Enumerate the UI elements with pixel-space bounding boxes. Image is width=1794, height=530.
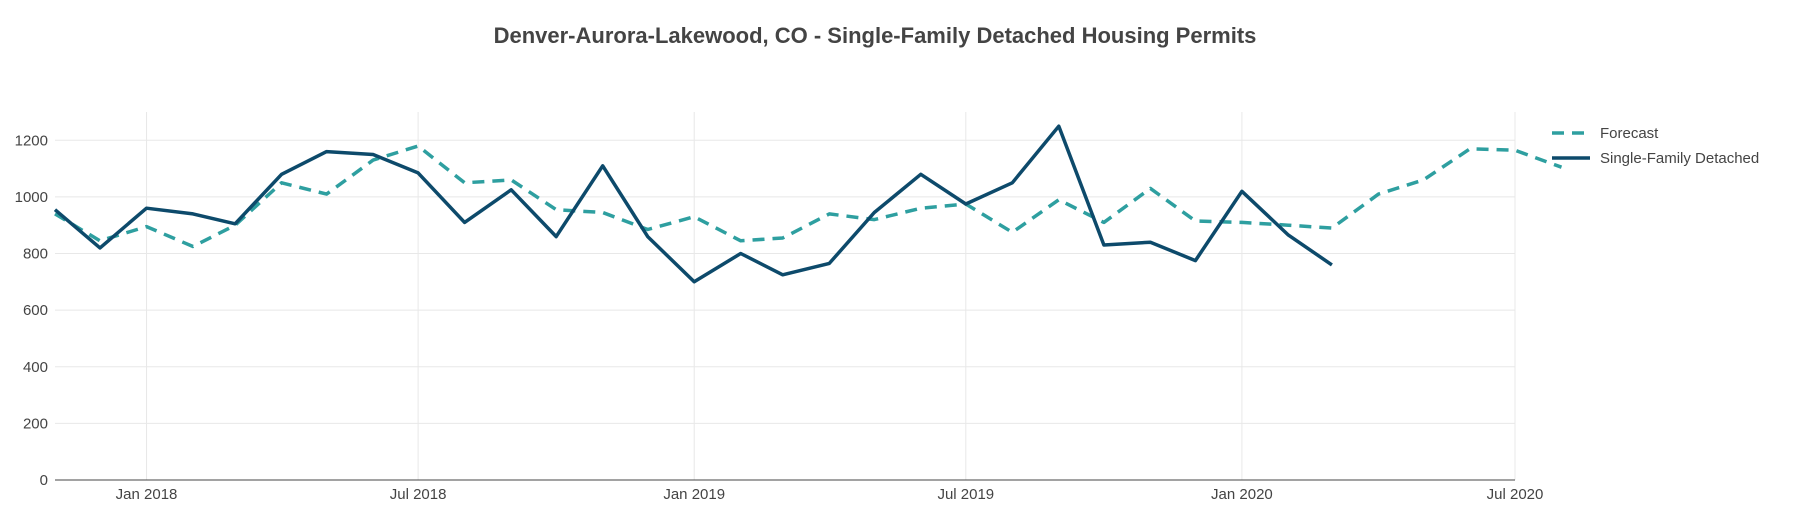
grid [55, 112, 1516, 480]
data-point[interactable] [1146, 184, 1154, 192]
data-point[interactable] [1146, 238, 1154, 246]
data-point[interactable] [870, 208, 878, 216]
data-point[interactable] [414, 169, 422, 177]
data-point[interactable] [825, 259, 833, 267]
data-point[interactable] [737, 237, 745, 245]
data-point[interactable] [414, 142, 422, 150]
data-point[interactable] [507, 186, 515, 194]
data-point[interactable] [552, 206, 560, 214]
y-tick-label: 0 [40, 472, 48, 489]
data-point[interactable] [1328, 261, 1336, 269]
data-point[interactable] [1284, 231, 1292, 239]
data-point[interactable] [1328, 224, 1336, 232]
y-tick-label: 1200 [15, 132, 48, 149]
data-point[interactable] [1191, 257, 1199, 265]
forecast-line[interactable] [54, 144, 1563, 249]
chart-title: Denver-Aurora-Lakewood, CO - Single-Fami… [494, 23, 1257, 48]
data-point[interactable] [917, 170, 925, 178]
data-point[interactable] [143, 223, 151, 231]
data-point[interactable] [737, 250, 745, 258]
x-tick-label: Jan 2020 [1211, 486, 1273, 503]
axes: 0 200 400 600 800 1000 1200 Jan 2018 Jul 2018 Jan… [15, 132, 1544, 503]
y-tick-label: 200 [23, 415, 48, 432]
y-tick-label: 1000 [15, 189, 48, 206]
data-point[interactable] [507, 176, 515, 184]
y-tick-label: 400 [23, 359, 48, 376]
data-point[interactable] [1055, 196, 1063, 204]
data-point[interactable] [599, 162, 607, 170]
x-tick-label: Jul 2020 [1487, 486, 1544, 503]
data-point[interactable] [1008, 179, 1016, 187]
data-point[interactable] [278, 179, 286, 187]
data-point[interactable] [278, 170, 286, 178]
data-point[interactable] [1511, 146, 1519, 154]
data-point[interactable] [779, 271, 787, 279]
data-point[interactable] [369, 150, 377, 158]
data-point[interactable] [644, 233, 652, 241]
legend[interactable]: Forecast Single-Family Detached [1552, 125, 1759, 167]
data-point[interactable] [552, 233, 560, 241]
data-point[interactable] [962, 200, 970, 208]
data-point[interactable] [599, 208, 607, 216]
data-point[interactable] [1284, 221, 1292, 229]
y-tick-label: 800 [23, 246, 48, 263]
legend-item[interactable]: Single-Family Detached [1552, 150, 1759, 167]
data-point[interactable] [323, 190, 331, 198]
data-point[interactable] [461, 218, 469, 226]
data-point[interactable] [825, 210, 833, 218]
series-lines [51, 122, 1566, 286]
data-point[interactable] [917, 204, 925, 212]
data-point[interactable] [231, 220, 239, 228]
data-point[interactable] [1055, 122, 1063, 130]
data-point[interactable] [96, 244, 104, 252]
x-tick-label: Jan 2018 [116, 486, 178, 503]
y-tick-label: 600 [23, 302, 48, 319]
single-family-detached-line[interactable] [53, 124, 1333, 284]
legend-label: Single-Family Detached [1600, 150, 1759, 167]
data-point[interactable] [1191, 217, 1199, 225]
data-point[interactable] [690, 278, 698, 286]
data-point[interactable] [143, 204, 151, 212]
data-point[interactable] [779, 234, 787, 242]
data-point[interactable] [461, 179, 469, 187]
data-point[interactable] [1558, 163, 1566, 171]
data-point[interactable] [1238, 187, 1246, 195]
data-point[interactable] [1100, 241, 1108, 249]
data-point[interactable] [1466, 145, 1474, 153]
x-tick-label: Jan 2019 [663, 486, 725, 503]
data-point[interactable] [189, 242, 197, 250]
legend-item[interactable]: Forecast [1552, 125, 1659, 142]
x-tick-label: Jul 2018 [390, 486, 447, 503]
legend-label: Forecast [1600, 125, 1659, 142]
data-point[interactable] [1238, 218, 1246, 226]
data-point[interactable] [51, 206, 59, 214]
x-tick-label: Jul 2019 [937, 486, 994, 503]
data-point[interactable] [1419, 176, 1427, 184]
data-point[interactable] [1100, 218, 1108, 226]
data-point[interactable] [323, 148, 331, 156]
data-point[interactable] [1374, 190, 1382, 198]
data-point[interactable] [1008, 228, 1016, 236]
data-point[interactable] [690, 213, 698, 221]
data-point[interactable] [189, 210, 197, 218]
